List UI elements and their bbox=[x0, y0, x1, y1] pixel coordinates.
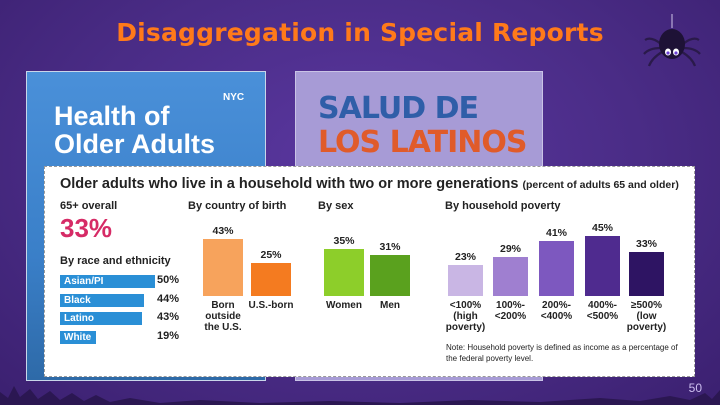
bar-value-label: 25% bbox=[260, 248, 282, 261]
cover-title: SALUD DE LOS LATINOS bbox=[318, 91, 527, 160]
bar-category-label: Women bbox=[326, 300, 362, 311]
panel-title: Older adults who live in a household wit… bbox=[60, 176, 679, 192]
race-bar: Black bbox=[60, 293, 144, 307]
bar-category-label: U.S.-born bbox=[248, 300, 294, 311]
cover-title-line2: LOS LATINOS bbox=[318, 125, 527, 160]
bar bbox=[251, 262, 291, 296]
sex-header: By sex bbox=[318, 200, 354, 212]
poverty-header: By household poverty bbox=[445, 200, 561, 212]
cover-title-line1: SALUD DE bbox=[318, 91, 479, 126]
bar bbox=[370, 254, 410, 296]
race-value-label: 50% bbox=[157, 274, 180, 286]
race-bar: White bbox=[60, 330, 97, 344]
bar-category-label: <100% (high poverty) bbox=[445, 300, 486, 333]
bar-value-label: 35% bbox=[333, 235, 355, 248]
bar bbox=[585, 236, 620, 296]
race-bar: Latino bbox=[60, 312, 142, 325]
bar-value-label: 33% bbox=[635, 238, 657, 251]
bar bbox=[448, 265, 483, 296]
bar-category-label: 200%- <400% bbox=[540, 300, 573, 322]
bar bbox=[629, 252, 664, 296]
race-value-label: 44% bbox=[157, 292, 180, 305]
panel-subtitle: (percent of adults 65 and older) bbox=[522, 179, 679, 191]
overall-value: 33% bbox=[60, 213, 113, 243]
cover-title-line1: Health of bbox=[54, 101, 170, 131]
grass-decoration bbox=[0, 386, 720, 405]
race-value-label: 19% bbox=[157, 329, 180, 342]
birth-header: By country of birth bbox=[188, 200, 287, 212]
poverty-note: Note: Household poverty is defined as in… bbox=[446, 343, 678, 363]
cover-title: Health of Older Adults bbox=[54, 102, 254, 158]
bar bbox=[203, 238, 243, 296]
bar bbox=[539, 241, 574, 296]
panel-title-text: Older adults who live in a household wit… bbox=[60, 176, 519, 192]
page-number: 50 bbox=[688, 381, 702, 395]
bar-category-label: Born outside the U.S. bbox=[204, 300, 242, 333]
chart-panel: Older adults who live in a household wit… bbox=[44, 166, 695, 377]
bar bbox=[493, 257, 528, 296]
bar-category-label: 400%- <500% bbox=[586, 300, 619, 322]
bar-value-label: 43% bbox=[212, 224, 234, 237]
race-header: By race and ethnicity bbox=[60, 255, 171, 267]
bar-category-label: 100%- <200% bbox=[494, 300, 527, 322]
bar bbox=[324, 249, 364, 296]
race-bar: Asian/PI bbox=[60, 275, 155, 288]
bar-value-label: 31% bbox=[379, 240, 401, 253]
overall-label: 65+ overall bbox=[60, 200, 118, 212]
bar-value-label: 23% bbox=[454, 251, 476, 264]
slide-title: Disaggregation in Special Reports bbox=[116, 18, 604, 47]
race-value-label: 43% bbox=[157, 311, 180, 323]
cover-title-line2: Older Adults bbox=[54, 129, 216, 159]
bar-value-label: 29% bbox=[499, 243, 521, 256]
bar-value-label: 45% bbox=[591, 222, 613, 235]
spider-icon bbox=[643, 14, 701, 67]
bar-category-label: Men bbox=[380, 300, 400, 311]
nyc-logo: NYC bbox=[223, 92, 245, 103]
bar-value-label: 41% bbox=[545, 227, 567, 240]
bar-category-label: ≥500% (low poverty) bbox=[626, 300, 667, 333]
